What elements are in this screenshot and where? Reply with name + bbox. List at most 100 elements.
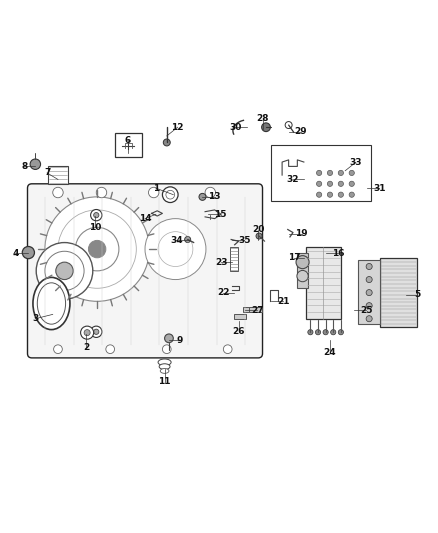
Circle shape	[338, 171, 343, 175]
Text: 34: 34	[170, 236, 183, 245]
Text: 9: 9	[177, 336, 183, 345]
Circle shape	[84, 329, 90, 336]
Text: 12: 12	[171, 123, 184, 132]
Ellipse shape	[37, 283, 66, 324]
Text: 1: 1	[153, 184, 159, 192]
Text: 30: 30	[229, 123, 241, 132]
Circle shape	[331, 329, 336, 335]
Text: 15: 15	[214, 210, 226, 219]
Circle shape	[36, 243, 93, 299]
Text: 24: 24	[324, 348, 336, 357]
Circle shape	[338, 329, 343, 335]
Circle shape	[53, 345, 62, 353]
FancyBboxPatch shape	[28, 184, 262, 358]
Circle shape	[297, 270, 308, 282]
Circle shape	[162, 187, 178, 203]
Circle shape	[338, 192, 343, 197]
Circle shape	[94, 329, 99, 334]
Bar	[230, 247, 238, 271]
Ellipse shape	[158, 359, 171, 366]
Text: 19: 19	[295, 229, 308, 238]
Circle shape	[158, 232, 193, 266]
Text: 16: 16	[332, 249, 344, 258]
Bar	[358, 260, 380, 324]
Text: 4: 4	[12, 249, 18, 258]
Circle shape	[366, 289, 372, 296]
Circle shape	[75, 228, 119, 271]
Bar	[306, 247, 341, 319]
Circle shape	[317, 181, 322, 187]
Text: 27: 27	[251, 305, 264, 314]
Bar	[250, 307, 261, 312]
Text: 26: 26	[232, 327, 245, 336]
Text: 28: 28	[256, 114, 269, 123]
Circle shape	[81, 326, 94, 339]
Text: 23: 23	[215, 257, 227, 266]
Circle shape	[205, 187, 215, 198]
Circle shape	[166, 190, 175, 199]
Circle shape	[296, 256, 309, 269]
Circle shape	[185, 237, 191, 243]
Circle shape	[338, 181, 343, 187]
Circle shape	[366, 277, 372, 282]
Circle shape	[317, 171, 322, 175]
Text: 21: 21	[277, 297, 290, 306]
Circle shape	[162, 345, 171, 353]
Text: 29: 29	[294, 127, 307, 136]
Text: 8: 8	[21, 162, 28, 171]
Circle shape	[199, 193, 206, 200]
Circle shape	[308, 329, 313, 335]
Circle shape	[315, 329, 321, 335]
Ellipse shape	[160, 368, 169, 373]
Text: 33: 33	[350, 158, 362, 166]
Ellipse shape	[33, 277, 70, 329]
Circle shape	[323, 329, 328, 335]
Circle shape	[94, 213, 99, 218]
Circle shape	[91, 326, 102, 337]
Circle shape	[285, 122, 292, 128]
Text: 14: 14	[139, 214, 151, 223]
Circle shape	[366, 303, 372, 309]
Circle shape	[366, 263, 372, 270]
Text: 17: 17	[288, 253, 300, 262]
Circle shape	[58, 210, 136, 288]
Circle shape	[261, 123, 270, 132]
Circle shape	[30, 159, 41, 169]
Circle shape	[96, 187, 107, 198]
Text: 6: 6	[124, 136, 131, 145]
Circle shape	[256, 233, 262, 239]
Circle shape	[91, 209, 102, 221]
Circle shape	[22, 246, 35, 259]
Circle shape	[145, 219, 206, 279]
Circle shape	[88, 240, 106, 258]
Circle shape	[223, 345, 232, 353]
Bar	[48, 166, 68, 184]
Circle shape	[349, 192, 354, 197]
Bar	[234, 313, 247, 319]
Circle shape	[317, 192, 322, 197]
Text: 2: 2	[83, 343, 89, 352]
Circle shape	[56, 262, 73, 279]
Bar	[297, 254, 308, 288]
Text: 7: 7	[44, 168, 50, 177]
Text: 11: 11	[159, 377, 171, 386]
Circle shape	[165, 334, 173, 343]
Circle shape	[366, 316, 372, 322]
Text: 5: 5	[414, 290, 420, 300]
Text: 32: 32	[287, 175, 299, 184]
Bar	[271, 144, 371, 201]
Circle shape	[45, 251, 84, 290]
Circle shape	[148, 187, 159, 198]
Circle shape	[349, 181, 354, 187]
Text: 3: 3	[32, 314, 39, 323]
Bar	[116, 133, 141, 157]
Circle shape	[349, 171, 354, 175]
Text: 31: 31	[373, 184, 385, 192]
Text: 20: 20	[252, 225, 265, 234]
Circle shape	[106, 345, 115, 353]
Circle shape	[163, 139, 170, 146]
Bar	[380, 258, 417, 327]
Bar	[243, 307, 255, 312]
Text: 35: 35	[238, 236, 251, 245]
Text: 13: 13	[208, 192, 221, 201]
